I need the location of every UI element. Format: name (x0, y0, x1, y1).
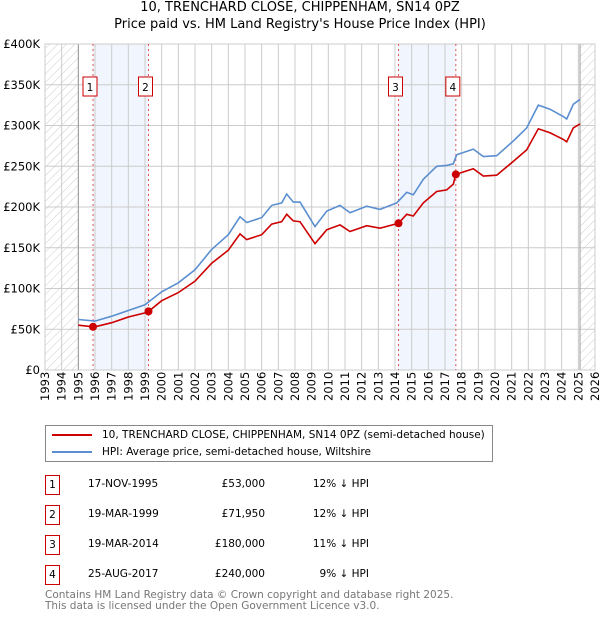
sale-row: 2 19-MAR-1999 £71,950 12% ↓ HPI (45, 505, 505, 525)
sale-point (144, 307, 153, 316)
x-tick-label: 2019 (471, 372, 485, 401)
x-tick-label: 2017 (438, 372, 452, 401)
sale-label-box (82, 76, 98, 97)
sale-point (89, 322, 97, 331)
sale-label-box (388, 76, 403, 97)
sale-row: 4 25-AUG-2017 £240,000 9% ↓ HPI (45, 565, 505, 585)
legend-label-hpi: HPI: Average price, semi-detached house,… (102, 446, 371, 458)
y-tick-label: £150K (3, 241, 40, 255)
legend-swatch-property (52, 434, 92, 436)
y-tick-label: £100K (3, 282, 40, 296)
sale-hpi-diff: 12% ↓ HPI (312, 508, 369, 520)
sale-label: 1 (87, 82, 94, 94)
y-tick-label: £400K (3, 37, 40, 51)
y-tick-label: £0 (25, 363, 40, 377)
x-tick-label: 2000 (155, 372, 169, 401)
sale-label: 3 (392, 82, 399, 94)
sale-number-badge: 4 (45, 565, 60, 585)
x-tick-label: 2015 (405, 372, 419, 401)
x-tick-label: 2020 (488, 372, 502, 401)
footer-copyright: Contains HM Land Registry data © Crown c… (45, 589, 454, 601)
legend-item-hpi: HPI: Average price, semi-detached house,… (52, 444, 371, 460)
sale-price: £240,000 (214, 568, 265, 580)
sale-hpi-diff: 9% ↓ HPI (319, 568, 369, 580)
legend-label-property: 10, TRENCHARD CLOSE, CHIPPENHAM, SN14 0P… (102, 429, 485, 441)
legend-swatch-hpi (52, 451, 92, 453)
sale-price: £71,950 (221, 508, 265, 520)
property-price-line (78, 123, 581, 328)
y-tick-label: £50K (11, 322, 41, 336)
sale-point (394, 219, 403, 228)
sale-hpi-diff: 11% ↓ HPI (312, 538, 369, 550)
price-chart: 1993 1994 1995 1996 1997 1998 1999 2000 2001 2002… (3, 37, 600, 401)
sale-date: 19-MAR-2014 (88, 538, 159, 550)
x-tick-label: 2014 (388, 372, 402, 401)
x-tick-label: 2010 (321, 372, 335, 401)
sale-price: £180,000 (214, 538, 265, 550)
x-tick-label: 2023 (538, 372, 552, 401)
x-tick-label: 2025 (571, 372, 585, 401)
y-tick-label: £200K (3, 200, 40, 214)
y-tick-label: £350K (3, 78, 40, 92)
x-tick-label: 1994 (55, 372, 69, 401)
x-tick-label: 1998 (121, 372, 135, 401)
sale-label-box (445, 76, 461, 97)
x-tick-label: 2018 (455, 372, 469, 401)
x-tick-label: 2021 (505, 372, 519, 401)
hatched-region (45, 44, 79, 370)
x-tick-label: 1995 (71, 372, 85, 401)
x-tick-label: 2026 (588, 372, 600, 401)
x-tick-label: 1999 (138, 372, 152, 401)
x-tick-label: 2005 (238, 372, 252, 401)
sale-price: £53,000 (221, 478, 265, 490)
x-tick-label: 1997 (105, 372, 119, 401)
legend-item-property: 10, TRENCHARD CLOSE, CHIPPENHAM, SN14 0P… (52, 427, 485, 443)
legend: 10, TRENCHARD CLOSE, CHIPPENHAM, SN14 0P… (45, 425, 493, 462)
x-tick-label: 2016 (421, 372, 435, 401)
footer-licence: This data is licensed under the Open Gov… (45, 600, 380, 612)
sale-label: 4 (449, 82, 456, 94)
x-tick-label: 2004 (221, 372, 235, 401)
sale-date: 19-MAR-1999 (88, 508, 159, 520)
x-tick-label: 2006 (255, 372, 269, 401)
x-tick-label: 2007 (271, 372, 285, 401)
hatched-region (580, 44, 595, 370)
x-tick-label: 2003 (205, 372, 219, 401)
x-tick-label: 2008 (288, 372, 302, 401)
x-tick-label: 2011 (338, 372, 352, 401)
chart-title: 10, TRENCHARD CLOSE, CHIPPENHAM, SN14 0P… (140, 0, 460, 15)
x-tick-label: 2013 (371, 372, 385, 401)
plot-border (44, 43, 596, 371)
sale-number-badge: 1 (45, 475, 60, 495)
sale-date: 25-AUG-2017 (88, 568, 159, 580)
sale-date: 17-NOV-1995 (88, 478, 159, 490)
sale-number-badge: 3 (45, 535, 60, 555)
sale-number-badge: 2 (45, 505, 60, 525)
hpi-line (78, 98, 581, 322)
y-tick-label: £300K (3, 119, 40, 133)
chart-subtitle: Price paid vs. HM Land Registry's House … (114, 17, 486, 32)
sale-hpi-diff: 12% ↓ HPI (312, 478, 369, 490)
sale-row: 1 17-NOV-1995 £53,000 12% ↓ HPI (45, 475, 505, 495)
sale-label: 2 (142, 82, 149, 94)
x-tick-label: 2024 (555, 372, 569, 401)
x-tick-label: 1996 (88, 372, 102, 401)
sale-point (451, 170, 460, 179)
x-tick-label: 2012 (355, 372, 369, 401)
sale-label-box (138, 76, 153, 97)
x-tick-label: 2022 (521, 372, 535, 401)
y-tick-label: £250K (3, 159, 40, 173)
x-tick-label: 1993 (38, 372, 52, 401)
x-tick-label: 2009 (305, 372, 319, 401)
x-tick-label: 2002 (188, 372, 202, 401)
sale-row: 3 19-MAR-2014 £180,000 11% ↓ HPI (45, 535, 505, 555)
x-tick-label: 2001 (171, 372, 185, 401)
